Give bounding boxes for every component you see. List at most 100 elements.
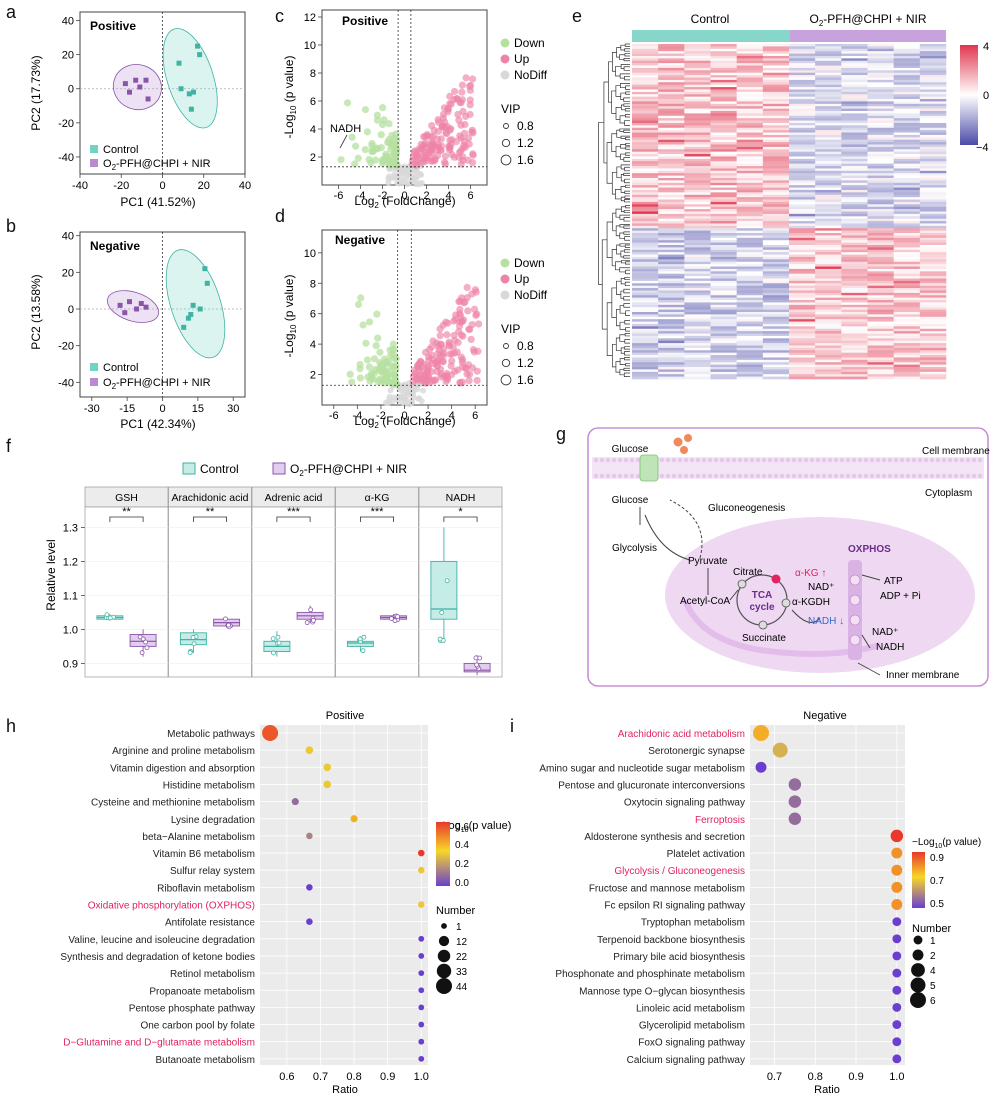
heatmap-cell bbox=[632, 144, 659, 148]
heatmap-cell bbox=[658, 55, 685, 59]
heatmap-cell bbox=[710, 103, 737, 107]
heatmap-cell bbox=[893, 113, 921, 117]
vip-size-label: 1.6 bbox=[517, 153, 534, 167]
heatmap-cell bbox=[684, 323, 711, 327]
heatmap-cell bbox=[736, 369, 764, 373]
heatmap-cell bbox=[919, 170, 947, 174]
heatmap-cell bbox=[789, 209, 816, 212]
heatmap-cell bbox=[710, 283, 737, 286]
pathway-bubble bbox=[892, 1037, 902, 1047]
arrow-atp bbox=[861, 574, 881, 581]
heatmap-cell bbox=[710, 178, 737, 181]
heatmap-cell bbox=[893, 158, 921, 162]
heatmap-cell bbox=[762, 359, 790, 363]
x-tick-label: -15 bbox=[119, 403, 135, 415]
up-point bbox=[459, 144, 467, 152]
heatmap-cell bbox=[867, 161, 894, 164]
control-point bbox=[195, 43, 201, 49]
heatmap-cell bbox=[762, 283, 790, 286]
heatmap-cell bbox=[815, 256, 842, 260]
heatmap-cell bbox=[762, 249, 790, 253]
treat-point bbox=[392, 618, 398, 624]
heatmap-cell bbox=[658, 72, 685, 76]
size-legend-label: 1 bbox=[456, 922, 462, 933]
down-point bbox=[391, 376, 399, 384]
heatmap-cell bbox=[893, 189, 921, 193]
heatmap-cell bbox=[815, 304, 842, 308]
heatmap-cell bbox=[658, 192, 685, 196]
heatmap-cell bbox=[736, 103, 764, 107]
heatmap-cell bbox=[684, 218, 711, 222]
heatmap-cell bbox=[815, 58, 842, 62]
heatmap-cell bbox=[841, 139, 868, 143]
heatmap-cell bbox=[815, 168, 842, 172]
heatmap-cell bbox=[815, 280, 842, 284]
up-point bbox=[428, 359, 436, 368]
heatmap-cell bbox=[658, 307, 685, 310]
up-point bbox=[428, 149, 436, 157]
heatmap-cell bbox=[658, 142, 685, 145]
heatmap-cell bbox=[919, 371, 947, 375]
heatmap-cell bbox=[893, 70, 921, 74]
x-tick-label: 0 bbox=[159, 403, 165, 415]
heatmap-cell bbox=[789, 65, 816, 69]
heatmap-cell bbox=[710, 323, 737, 327]
heatmap-cell bbox=[867, 211, 894, 215]
heatmap-cell bbox=[632, 115, 659, 119]
pathway-bubble bbox=[418, 935, 425, 942]
heatmap-cell bbox=[684, 149, 711, 152]
control-point bbox=[191, 641, 197, 647]
heatmap-cell bbox=[710, 139, 737, 143]
heatmap-cell bbox=[710, 218, 737, 222]
heatmap-cell bbox=[736, 113, 764, 117]
size-legend-label: 5 bbox=[930, 981, 936, 992]
nodiff-point bbox=[409, 176, 416, 183]
heatmap-cell bbox=[658, 338, 685, 342]
heatmap-cell bbox=[710, 264, 737, 267]
heatmap-cell bbox=[710, 297, 737, 301]
heatmap-cell bbox=[736, 331, 764, 334]
heatmap-cell bbox=[893, 156, 921, 160]
heatmap-cell bbox=[789, 175, 816, 179]
heatmap-cell bbox=[658, 292, 685, 296]
lipid-head bbox=[797, 457, 803, 463]
pathway-label: Linoleic acid metabolism bbox=[636, 1003, 745, 1014]
dendrogram-branch bbox=[624, 195, 630, 199]
heatmap-cell bbox=[841, 297, 868, 301]
heatmap-cell bbox=[762, 58, 790, 62]
heatmap-cell bbox=[632, 44, 659, 47]
heatmap-cell bbox=[632, 328, 659, 332]
dendrogram-branch bbox=[623, 103, 630, 107]
heatmap-cell bbox=[658, 204, 685, 208]
heatmap-cell bbox=[658, 268, 685, 272]
heatmap-cell bbox=[710, 101, 737, 105]
heatmap-cell bbox=[658, 108, 685, 112]
heatmap-cell bbox=[762, 304, 790, 308]
heatmap-cell bbox=[762, 101, 790, 105]
heatmap-cell bbox=[762, 367, 790, 370]
heatmap-cell bbox=[919, 163, 947, 167]
heatmap-cell bbox=[736, 206, 764, 210]
heatmap-cell bbox=[710, 53, 737, 57]
heatmap-cell bbox=[684, 376, 711, 380]
heatmap-cell bbox=[867, 72, 894, 76]
heatmap-cell bbox=[893, 137, 921, 141]
down-point bbox=[352, 142, 360, 150]
heatmap-cell bbox=[919, 75, 947, 78]
control-point bbox=[188, 106, 194, 112]
heatmap-cell bbox=[841, 182, 868, 186]
heatmap-cell bbox=[919, 178, 947, 181]
heatmap-cell bbox=[736, 223, 764, 227]
up-point bbox=[448, 357, 456, 365]
heatmap-cell bbox=[867, 316, 894, 320]
heatmap-cell bbox=[762, 266, 790, 270]
panel-letter-c: c bbox=[275, 6, 284, 26]
dendrogram-branch bbox=[625, 152, 630, 156]
heatmap-cell bbox=[762, 194, 790, 198]
treat-point bbox=[122, 81, 128, 87]
heatmap-cell bbox=[762, 189, 790, 193]
heatmap-cell bbox=[893, 280, 921, 284]
colorbar-label-high: 4 bbox=[983, 41, 989, 53]
heatmap-cell bbox=[684, 357, 711, 361]
